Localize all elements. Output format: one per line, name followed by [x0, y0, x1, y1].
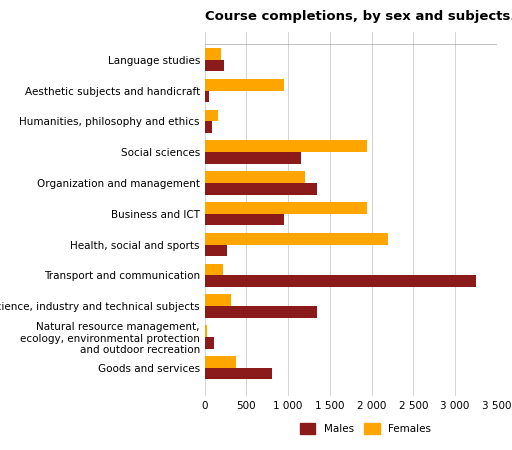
Bar — [205, 264, 223, 275]
Text: Course completions, by sex and subjects. 2007: Course completions, by sex and subjects.… — [205, 10, 512, 23]
Bar — [205, 275, 476, 287]
Bar — [205, 48, 222, 60]
Bar — [205, 368, 271, 379]
Bar — [205, 183, 317, 195]
Bar — [205, 79, 284, 90]
Bar — [205, 214, 284, 225]
Bar — [205, 202, 368, 214]
Bar — [205, 122, 212, 133]
Bar — [205, 171, 305, 183]
Bar — [205, 233, 388, 244]
Bar — [205, 110, 218, 122]
Bar — [205, 294, 230, 306]
Bar — [205, 140, 368, 152]
Legend: Males, Females: Males, Females — [295, 419, 435, 438]
Bar — [205, 152, 301, 164]
Bar — [205, 60, 224, 72]
Bar — [205, 325, 207, 337]
Bar — [205, 356, 237, 368]
Bar — [205, 306, 317, 318]
Bar — [205, 337, 214, 349]
Bar — [205, 90, 209, 102]
Bar — [205, 244, 227, 256]
